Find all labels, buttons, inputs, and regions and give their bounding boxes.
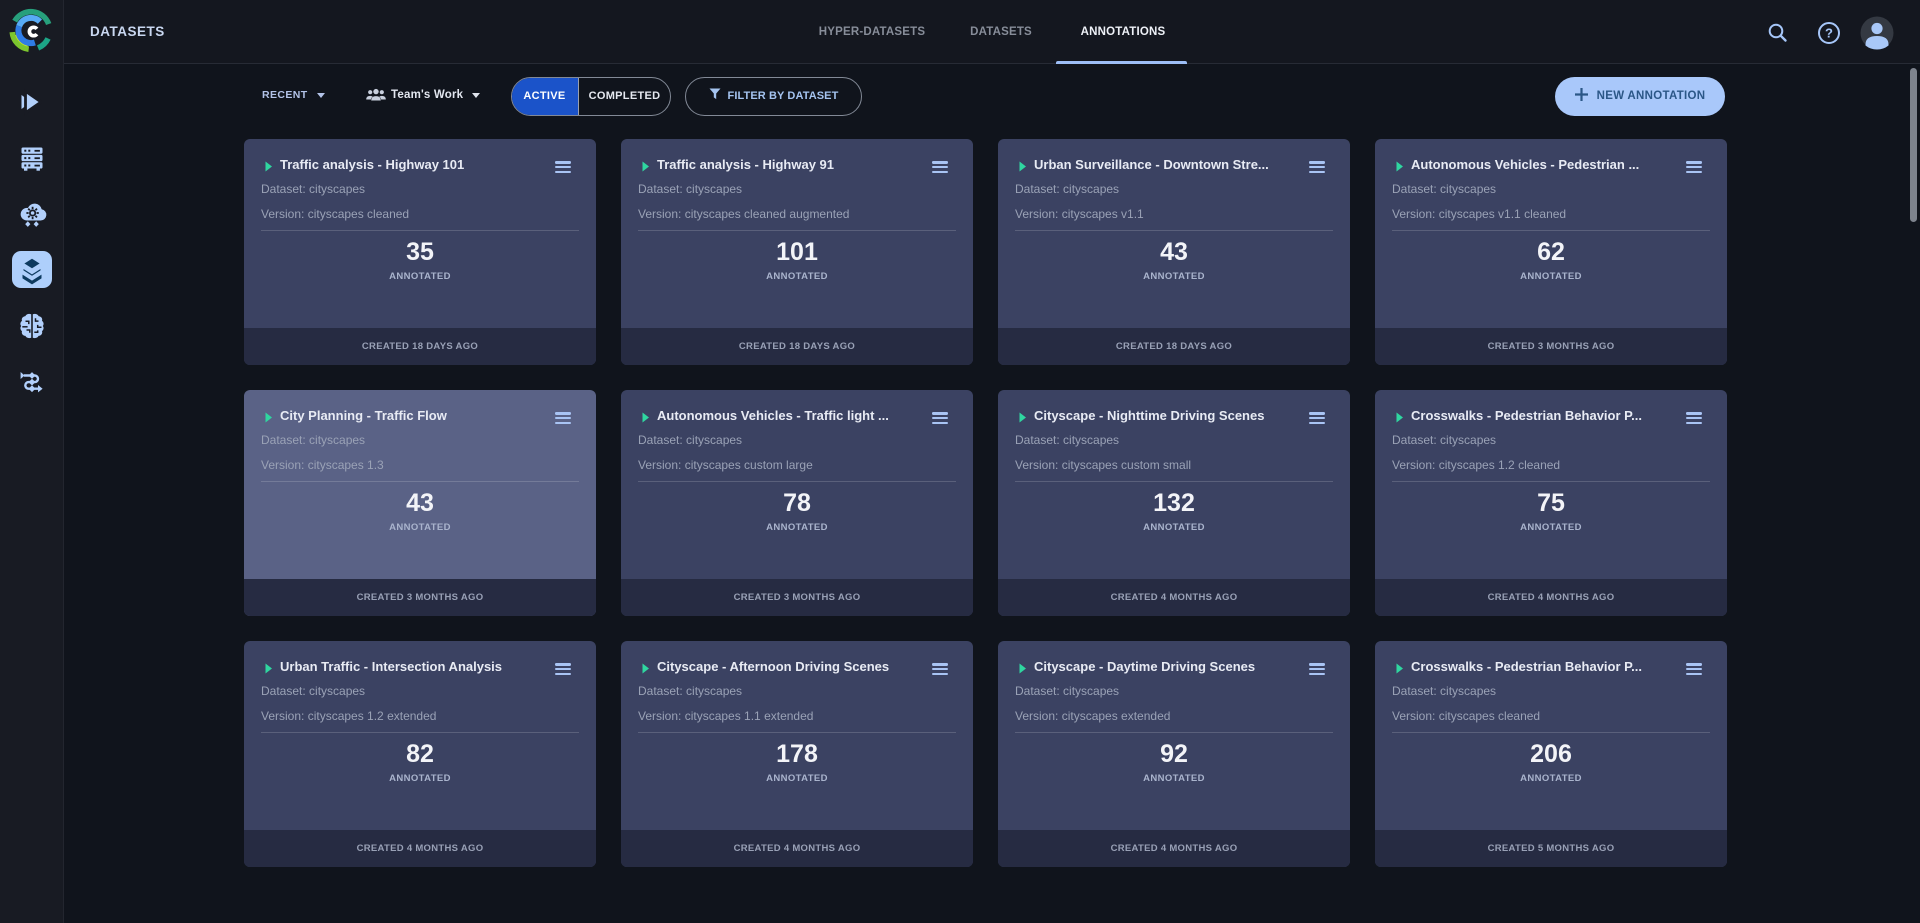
- svg-text:?: ?: [1825, 26, 1833, 41]
